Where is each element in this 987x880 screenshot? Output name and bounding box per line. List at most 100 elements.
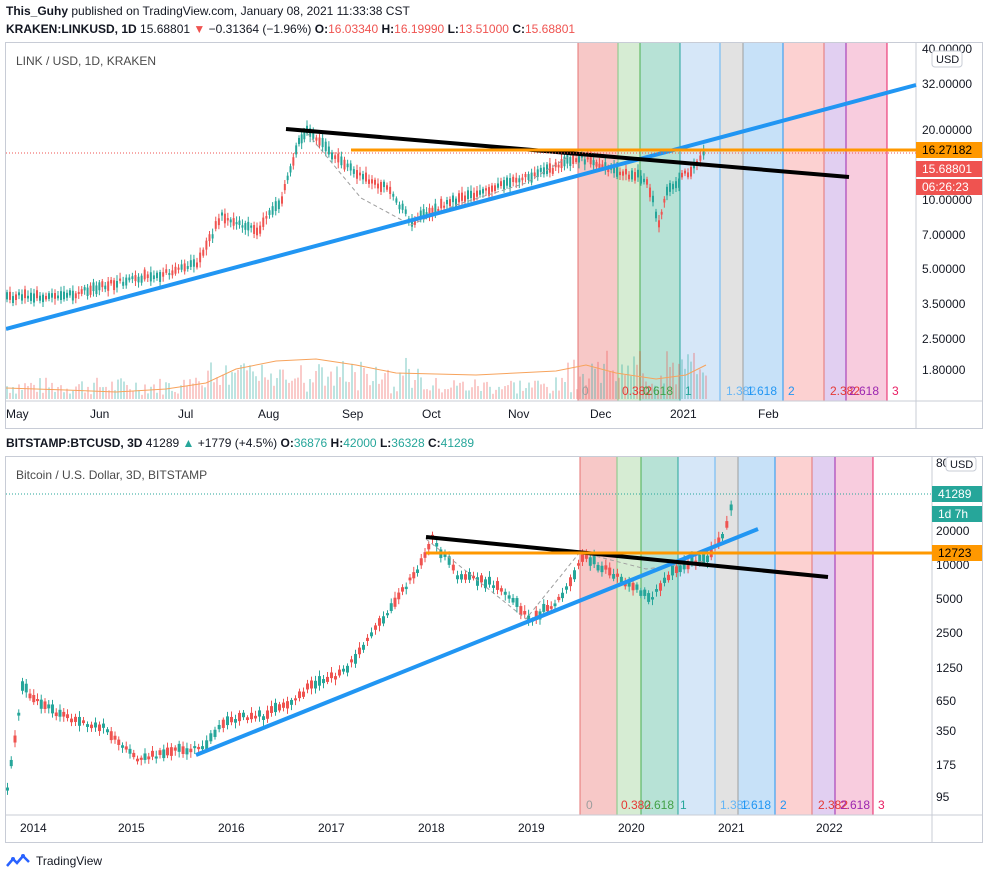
candle-body: [185, 748, 189, 755]
candle-body: [699, 155, 702, 161]
time-tick: Sep: [342, 407, 364, 421]
footer-brand[interactable]: TradingView: [36, 854, 103, 868]
chart1-currency-badge-bg[interactable]: [931, 50, 963, 68]
volume-bar: [387, 369, 389, 399]
candle-body: [584, 552, 588, 559]
candle-body: [119, 278, 122, 281]
chart1-currency-badge[interactable]: USD: [936, 54, 959, 66]
candle-body: [404, 586, 408, 590]
volume-bar: [141, 394, 143, 399]
candle-body: [362, 644, 365, 650]
candle-body: [169, 747, 173, 756]
time-tick: Oct: [422, 407, 441, 421]
volume-bar: [231, 372, 233, 399]
volume-bar: [657, 389, 659, 399]
volume-bar: [678, 363, 680, 399]
chart2-time-axis[interactable]: 2014 2015 2016 2017 2018 2019 2020 2021 …: [20, 821, 843, 835]
volume-bar: [183, 379, 185, 399]
volume-bar: [300, 365, 302, 399]
candle-body: [146, 274, 149, 279]
candle-body: [136, 758, 139, 762]
tradingview-logo-icon[interactable]: [6, 853, 30, 869]
volume-bar: [309, 379, 311, 399]
candle-body: [327, 146, 330, 155]
fib-zone-0382: [618, 43, 640, 401]
chart2-panel[interactable]: Bitcoin / U.S. Dollar, 3D, BITSTAMP 0 0.…: [5, 456, 983, 843]
chart2-c-label: C:: [427, 436, 441, 450]
candle-body: [63, 291, 65, 300]
chart1-countdown-bg: [916, 179, 982, 195]
candle-body: [42, 294, 44, 303]
candle-body: [86, 724, 89, 727]
candle-body: [318, 137, 321, 146]
volume-bar: [78, 384, 80, 399]
fib-label-2618: 2.618: [840, 798, 870, 812]
volume-bar: [426, 389, 428, 399]
chart2-price-axis[interactable]: 80000 20000 10000 5000 2500 1250 650 350…: [936, 456, 970, 804]
candle-body: [575, 158, 578, 163]
chart2-price: 41289: [145, 436, 180, 450]
chart2-black-trendline[interactable]: [425, 535, 829, 579]
candle-body: [154, 756, 158, 759]
fib-label-0382: 0.382: [622, 384, 652, 398]
fib-label-3: 3: [892, 384, 899, 398]
candle-body: [9, 291, 11, 300]
candle-body: [380, 181, 382, 192]
chart1-time-axis[interactable]: May Jun Jul Aug Sep Oct Nov Dec 2021 Feb: [6, 407, 779, 421]
candle-body: [446, 199, 448, 205]
candle-body: [24, 683, 28, 693]
time-tick: 2022: [816, 821, 843, 835]
chart2-symbol[interactable]: BITSTAMP:BTCUSD, 3D: [6, 436, 143, 450]
volume-bar: [18, 384, 20, 399]
candle-body: [672, 183, 674, 190]
chart2-svg[interactable]: Bitcoin / U.S. Dollar, 3D, BITSTAMP 0 0.…: [6, 456, 982, 842]
volume-bar: [561, 377, 563, 399]
volume-bar: [501, 389, 503, 399]
candle-body: [15, 294, 17, 301]
chart2-blue-trendline[interactable]: [195, 527, 759, 757]
candle-body: [281, 196, 283, 204]
candle-body: [635, 584, 639, 590]
candle-body: [193, 746, 197, 749]
candle-body: [66, 292, 68, 298]
chart1-svg[interactable]: LINK / USD, 1D, KRAKEN 0 0.382 0.618 1 1…: [5, 42, 982, 428]
volume-bar: [273, 385, 275, 399]
candle-body: [51, 293, 53, 298]
fib-label-0382: 0.382: [621, 798, 651, 812]
candle-body: [262, 716, 265, 720]
chart2-currency-badge-bg[interactable]: [945, 456, 977, 472]
candle-body: [524, 174, 527, 178]
volume-bar: [528, 382, 530, 399]
volume-bar: [486, 381, 488, 399]
author-name[interactable]: This_Guhy: [6, 4, 69, 18]
candle-body: [208, 234, 211, 242]
volume-bar: [411, 387, 413, 399]
volume-bar: [192, 383, 194, 399]
chart1-panel[interactable]: LINK / USD, 1D, KRAKEN 0 0.382 0.618 1 1…: [5, 42, 983, 429]
chart1-price-axis[interactable]: 40.00000 32.00000 20.00000 10.00000 7.00…: [922, 42, 972, 377]
candle-body: [519, 606, 523, 615]
candle-body: [21, 681, 24, 691]
chart1-fib-zones: [577, 43, 888, 401]
candle-body: [346, 665, 349, 673]
candle-body: [238, 712, 241, 722]
fib-zone-0: [578, 43, 618, 401]
candle-body: [247, 221, 250, 231]
volume-bar: [303, 382, 305, 399]
chart2-currency-badge[interactable]: USD: [950, 459, 973, 471]
fib-zone-2: [775, 457, 812, 815]
candle-body: [655, 211, 657, 219]
candle-body: [658, 220, 660, 228]
chart1-dashed-pattern: [302, 127, 579, 226]
chart2-fib-zones: [579, 457, 874, 815]
candle-body: [292, 157, 295, 166]
chart1-countdown: 06:26:23: [922, 180, 969, 194]
candle-body: [74, 293, 77, 299]
candle-body: [506, 177, 508, 186]
candle-body: [542, 167, 545, 175]
chart1-blue-trendline[interactable]: [5, 83, 917, 331]
candle-body: [427, 543, 431, 550]
volume-bar: [234, 372, 236, 399]
fib-label-2: 2: [780, 798, 787, 812]
chart1-symbol[interactable]: KRAKEN:LINKUSD, 1D: [6, 22, 137, 36]
